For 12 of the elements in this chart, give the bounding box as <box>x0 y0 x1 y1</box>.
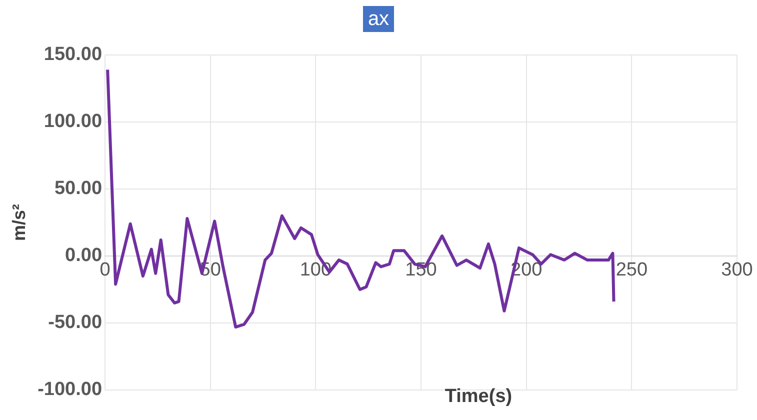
chart-title: ax <box>362 6 394 32</box>
y-tick-label: 150.00 <box>44 44 102 66</box>
y-tick-label: -50.00 <box>48 312 102 334</box>
x-tick-label: 300 <box>721 260 753 281</box>
x-axis-title: Time(s) <box>444 386 512 407</box>
y-axis-title: m/s² <box>8 204 29 242</box>
y-tick-label: 50.00 <box>54 178 102 200</box>
y-tick-label: -100.00 <box>38 379 102 400</box>
x-tick-label: 0 <box>100 260 110 281</box>
x-tick-label: 150 <box>405 260 437 281</box>
x-tick-label: 250 <box>616 260 648 281</box>
y-tick-label: 100.00 <box>44 111 102 132</box>
